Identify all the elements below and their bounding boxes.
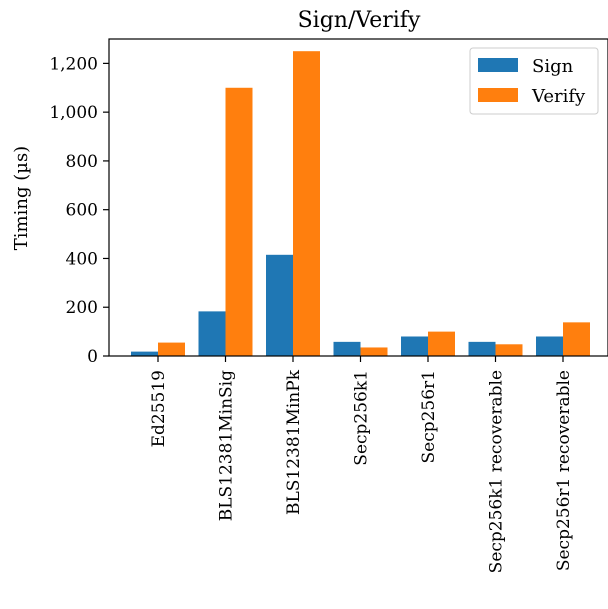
x-tick-label: BLS12381MinSig [217, 370, 237, 521]
bar-verify-1 [225, 87, 253, 357]
bar-sign-5 [468, 341, 496, 356]
legend: Sign Verify [469, 47, 599, 115]
y-tick-label: 1,000 [49, 103, 98, 123]
y-tick-label: 1,200 [49, 54, 98, 74]
y-axis: 0 200 400 600 800 1,000 1,200 [49, 54, 109, 367]
bar-sign-4 [401, 336, 428, 356]
y-tick-label: 0 [87, 347, 98, 367]
y-tick-label: 600 [66, 201, 98, 221]
x-tick-label: Ed25519 [149, 370, 169, 447]
y-tick-label: 400 [66, 249, 98, 269]
x-axis: Ed25519 BLS12381MinSig BLS12381MinPk Secp25… [149, 356, 574, 573]
legend-swatch-verify [478, 88, 518, 102]
bar-sign-1 [198, 311, 226, 356]
x-tick-label: Secp256k1 recoverable [487, 370, 507, 573]
bar-sign-2 [266, 254, 293, 356]
legend-swatch-sign [478, 58, 518, 72]
bar-verify-4 [428, 331, 455, 356]
chart-title: Sign/Verify [298, 8, 421, 33]
bar-sign-3 [333, 341, 361, 356]
bar-verify-5 [495, 344, 523, 356]
y-axis-label: Timing (µs) [11, 146, 32, 250]
x-tick-label: Secp256r1 recoverable [554, 370, 574, 571]
bar-sign-0 [131, 351, 158, 356]
bar-verify-0 [158, 342, 185, 356]
bar-verify-6 [563, 322, 590, 356]
y-tick-label: 800 [66, 152, 98, 172]
x-tick-label: Secp256k1 [352, 370, 372, 466]
bar-sign-6 [536, 336, 563, 356]
bar-verify-3 [360, 347, 388, 356]
y-tick-label: 200 [66, 298, 98, 318]
legend-label-verify: Verify [531, 86, 586, 107]
plot-frame [108, 38, 608, 357]
legend-label-sign: Sign [532, 56, 574, 77]
bars-group [131, 51, 590, 357]
x-tick-label: Secp256r1 [419, 370, 439, 464]
x-tick-label: BLS12381MinPk [284, 369, 304, 515]
bar-verify-2 [293, 51, 320, 356]
